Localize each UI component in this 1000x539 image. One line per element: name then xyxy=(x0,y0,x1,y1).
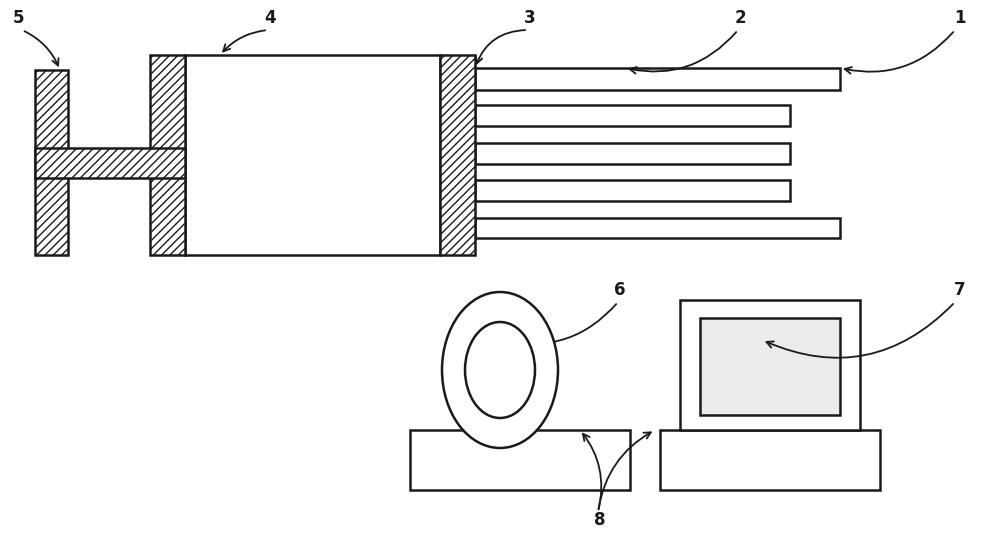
Text: 8: 8 xyxy=(594,511,606,529)
Bar xyxy=(440,55,475,255)
Ellipse shape xyxy=(442,292,558,448)
Text: 2: 2 xyxy=(734,9,746,27)
Bar xyxy=(700,318,840,415)
Bar xyxy=(150,55,185,255)
Bar xyxy=(35,70,68,255)
Text: 1: 1 xyxy=(954,9,966,27)
Text: 7: 7 xyxy=(954,281,966,299)
Bar xyxy=(475,143,790,164)
Bar xyxy=(410,430,630,490)
Text: 3: 3 xyxy=(524,9,536,27)
Bar xyxy=(35,148,185,178)
Bar xyxy=(475,105,790,126)
Bar xyxy=(185,55,440,255)
Text: 6: 6 xyxy=(614,281,626,299)
Bar xyxy=(475,180,790,201)
Text: 4: 4 xyxy=(264,9,276,27)
Text: 5: 5 xyxy=(12,9,24,27)
Bar xyxy=(680,300,860,430)
Ellipse shape xyxy=(465,322,535,418)
Bar xyxy=(475,218,840,238)
Bar xyxy=(475,68,840,90)
Bar xyxy=(660,430,880,490)
